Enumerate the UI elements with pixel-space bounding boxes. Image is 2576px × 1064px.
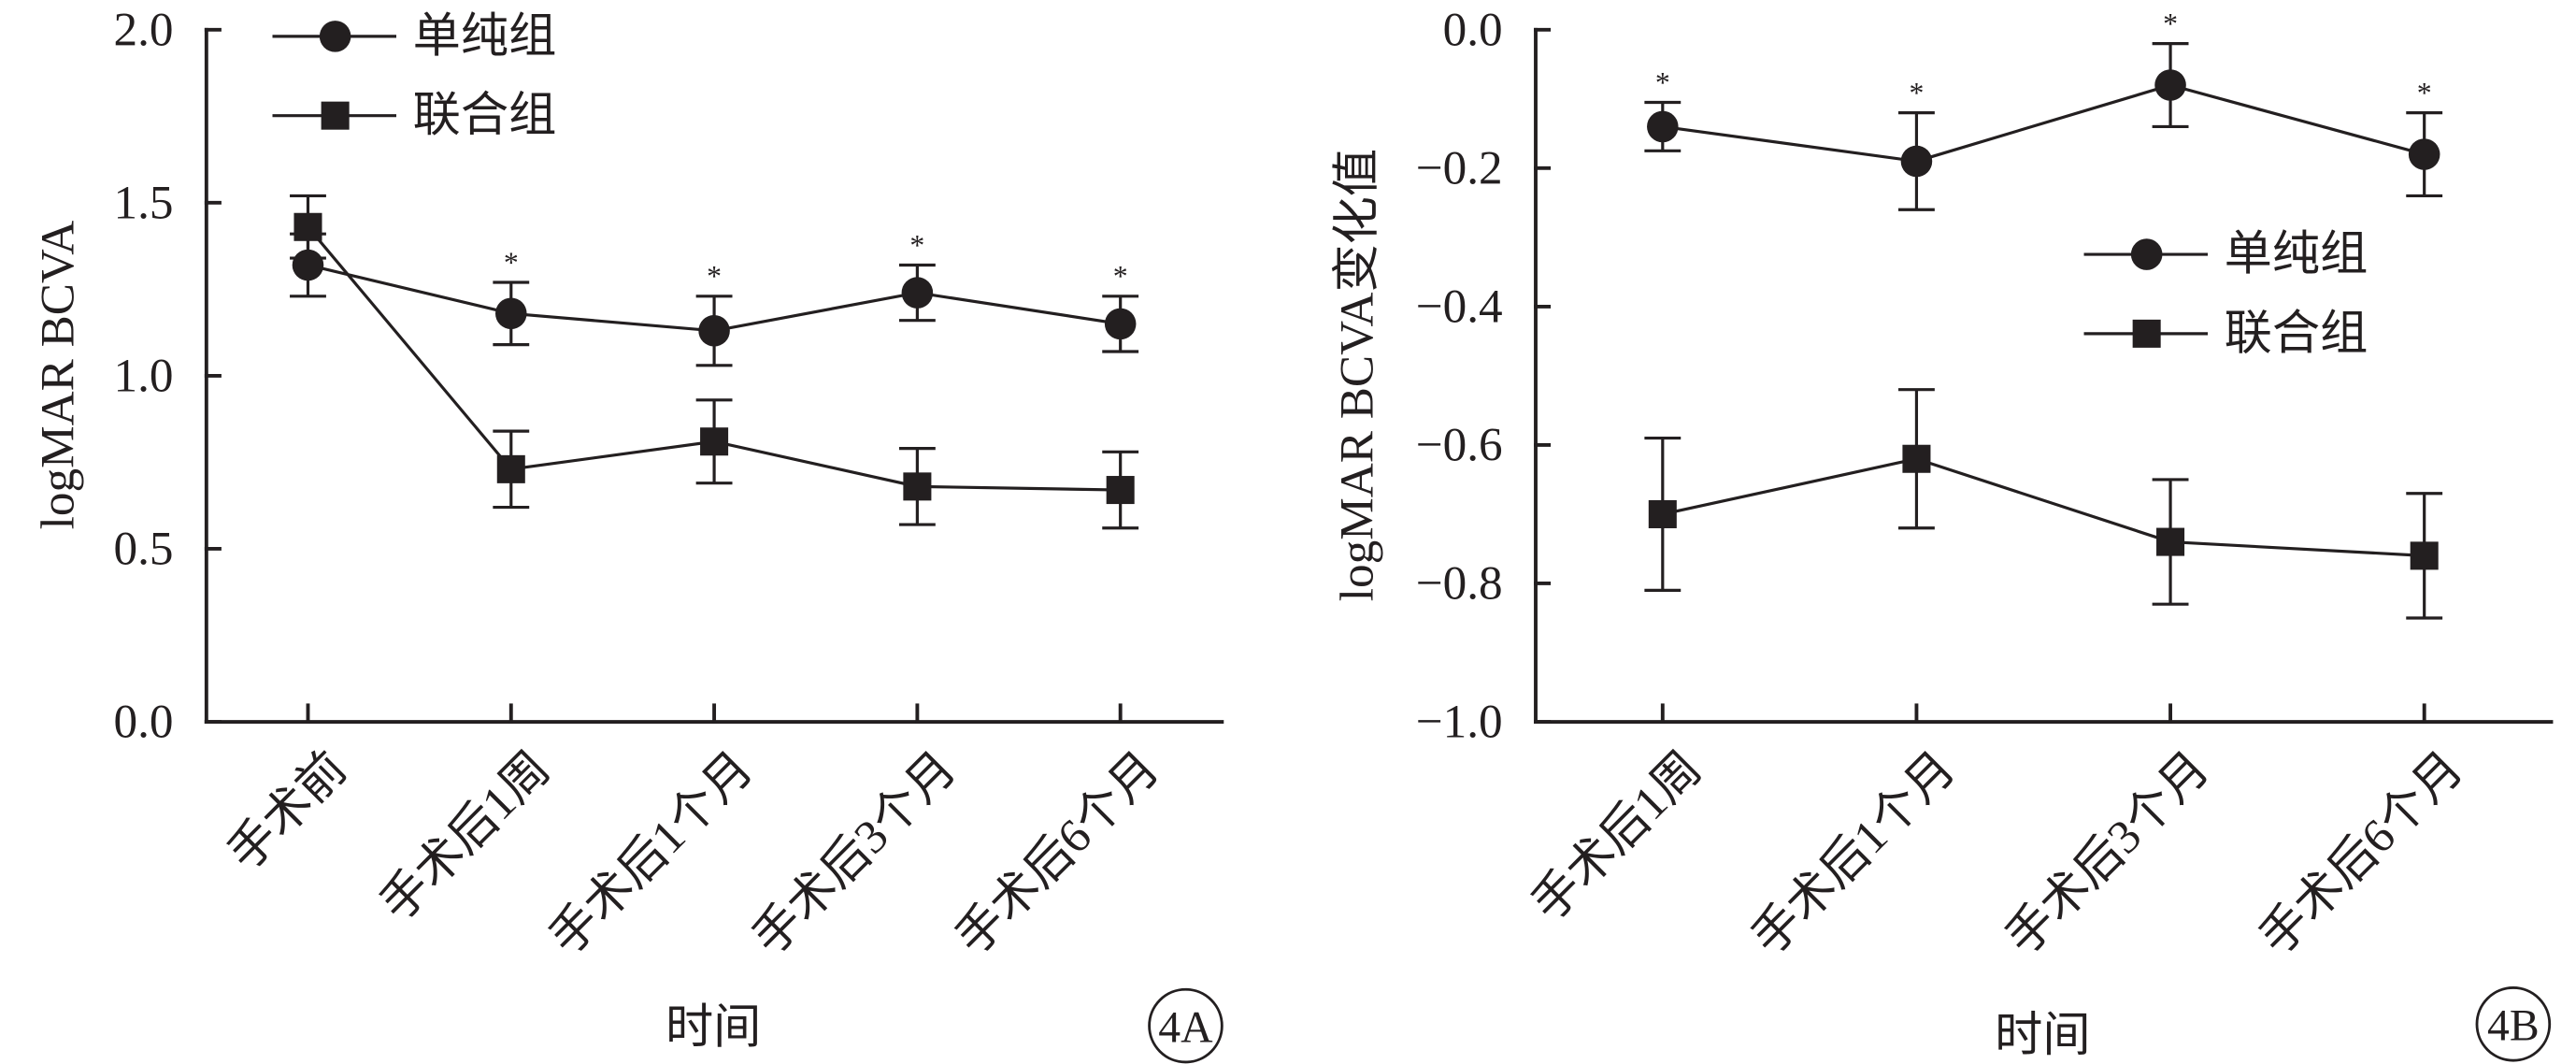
data-point-circle xyxy=(495,297,527,330)
legend-entry: 单纯组 xyxy=(272,9,557,63)
data-point-square xyxy=(1106,476,1135,505)
y-tick-label: 2.0 xyxy=(113,3,173,56)
y-tick-label: −0.8 xyxy=(1416,556,1503,610)
y-tick-label: −0.4 xyxy=(1416,280,1503,333)
y-tick-label: 0.5 xyxy=(113,522,173,575)
y-axis-title: logMAR BCVA变化值 xyxy=(1331,149,1384,601)
significance-marker: * xyxy=(1655,66,1670,99)
data-point-circle xyxy=(1647,110,1679,143)
significance-marker: * xyxy=(2417,77,2432,109)
significance-marker: * xyxy=(504,246,519,279)
data-point-square xyxy=(903,472,932,501)
data-point-square xyxy=(700,427,729,456)
data-point-square xyxy=(293,212,322,241)
data-point-circle xyxy=(292,249,324,281)
legend-entry: 联合组 xyxy=(272,89,557,142)
panel-label: 4A xyxy=(1158,1002,1213,1052)
panel-label-circle xyxy=(1148,987,1224,1064)
legend-label: 联合组 xyxy=(413,89,557,142)
y-tick-label: −0.6 xyxy=(1416,418,1503,471)
data-point-circle xyxy=(1900,145,1933,178)
legend-label: 单纯组 xyxy=(413,9,557,63)
significance-marker: * xyxy=(1113,260,1128,293)
panel-label-badge: 4B xyxy=(2475,986,2552,1062)
legend-entry: 单纯组 xyxy=(2083,228,2368,281)
legend-marker xyxy=(2130,238,2163,270)
y-tick-label: 1.0 xyxy=(113,349,173,402)
data-point-square xyxy=(496,454,525,483)
panel-label: 4B xyxy=(2487,1001,2540,1051)
significance-marker: * xyxy=(1909,77,1924,109)
data-point-circle xyxy=(901,277,934,309)
series-0-markers xyxy=(292,249,1137,347)
legend-marker xyxy=(319,21,351,52)
data-point-circle xyxy=(2154,69,2186,101)
significance-marker: * xyxy=(909,229,924,262)
data-point-square xyxy=(2156,527,2185,556)
x-axis-title: 时间 xyxy=(1995,1009,2090,1062)
data-point-circle xyxy=(1104,308,1137,340)
series-line xyxy=(1662,83,2426,164)
data-point-square xyxy=(1902,444,1931,473)
legend-label: 单纯组 xyxy=(2225,228,2368,281)
data-point-circle xyxy=(2408,138,2440,170)
y-tick-label: 0.0 xyxy=(113,696,173,749)
y-tick-label: −1.0 xyxy=(1416,696,1503,749)
y-tick-label: 0.0 xyxy=(1443,3,1503,56)
panel-label-badge: 4A xyxy=(1148,987,1224,1064)
data-point-circle xyxy=(698,315,730,347)
series-1-markers xyxy=(1648,444,2439,570)
data-point-square xyxy=(1648,499,1677,528)
y-tick-label: 1.5 xyxy=(113,176,173,229)
legend-marker xyxy=(2132,319,2161,348)
legend-entry: 联合组 xyxy=(2083,307,2368,360)
series-0-markers xyxy=(1647,69,2440,178)
series-line xyxy=(1662,457,2425,557)
data-point-square xyxy=(2410,541,2439,570)
legend-marker xyxy=(321,101,350,130)
y-tick-label: −0.2 xyxy=(1416,141,1503,194)
significance-marker: * xyxy=(2163,7,2178,40)
legend-label: 联合组 xyxy=(2225,307,2368,360)
significance-marker: * xyxy=(707,260,722,293)
y-axis-title: logMAR BCVA xyxy=(31,221,84,530)
x-axis-title: 时间 xyxy=(665,1000,761,1054)
series-1-markers xyxy=(293,212,1135,505)
panel-label-circle xyxy=(2475,986,2552,1062)
